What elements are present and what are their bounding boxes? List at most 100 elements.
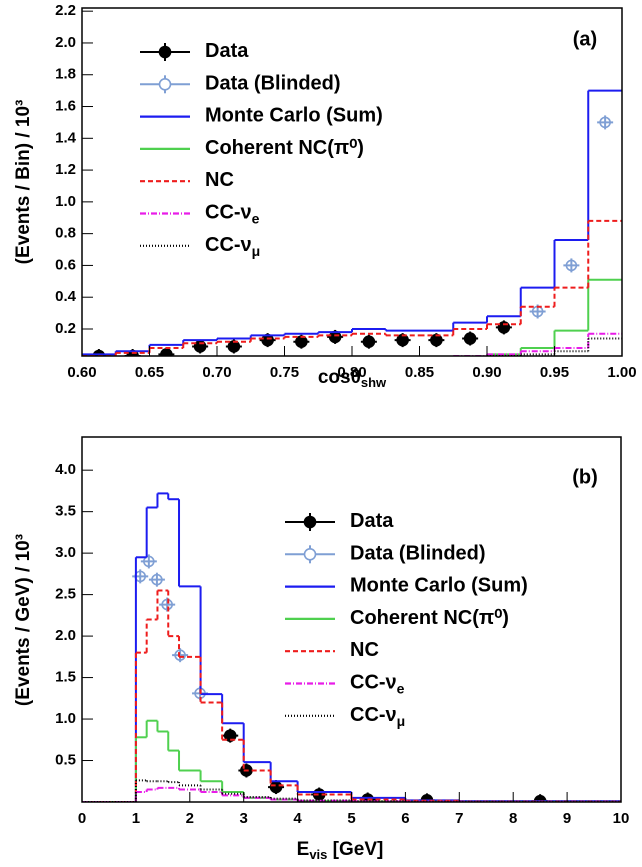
y-tick-label: 0.5 [55, 751, 76, 768]
x-tick-label: 0 [78, 810, 86, 827]
legend-marker [158, 78, 172, 91]
legend-text: NC [205, 169, 234, 191]
plot-frame [81, 436, 622, 803]
x-tick-label: 1 [132, 810, 140, 827]
legend-label: CC-νe [350, 672, 405, 696]
x-tick-label: 10 [613, 810, 630, 827]
x-label-text: E [297, 839, 310, 860]
x-tick-label: 3 [240, 810, 248, 827]
x-tick-label: 0.60 [67, 364, 96, 381]
data-point [599, 116, 611, 129]
legend-text: Data (Blinded) [205, 73, 341, 95]
data-point [463, 332, 477, 345]
y-axis-label: (Events / Bin) / 10³ [13, 100, 34, 265]
y-axis-label: (Events / GeV) / 10³ [13, 534, 34, 706]
legend-text: Data (Blinded) [350, 543, 486, 565]
legend-label: CC-νe [205, 202, 260, 226]
x-tick-label: 0.70 [202, 364, 231, 381]
y-tick-label: 3.0 [55, 544, 76, 561]
legend-text: NC [350, 639, 379, 661]
legend-label: NC [205, 169, 234, 191]
x-label-subscript: vis [309, 847, 327, 862]
data-point [174, 649, 186, 661]
x-label-unit: [GeV] [327, 839, 383, 860]
y-tick-label: 1.0 [55, 193, 76, 210]
legend-text: Coherent NC(π⁰) [350, 607, 509, 629]
y-tick-label: 0.8 [55, 225, 76, 242]
legend-label: CC-νμ [205, 234, 260, 258]
y-tick-label: 2.2 [55, 2, 76, 19]
x-tick-label: 0.85 [405, 364, 434, 381]
x-label-text: cosθ [318, 367, 361, 388]
y-tick-label: 1.0 [55, 710, 76, 727]
legend-label: Monte Carlo (Sum) [205, 105, 383, 127]
x-tick-label: 8 [509, 810, 517, 827]
data-point [565, 259, 578, 272]
y-tick-label: 1.5 [55, 669, 76, 686]
legend-label: CC-νμ [350, 704, 405, 728]
legend-label: Coherent NC(π⁰) [350, 607, 509, 629]
panel-label: (b) [572, 466, 598, 488]
y-tick-label: 1.2 [55, 161, 76, 178]
x-tick-label: 0.75 [270, 364, 299, 381]
y-tick-label: 2.5 [55, 586, 76, 603]
legend-label: Data (Blinded) [205, 73, 341, 95]
y-tick-label: 4.0 [55, 461, 76, 478]
y-tick-label: 1.8 [55, 66, 76, 83]
x-axis-label: cosθshw [318, 367, 387, 390]
plot-frame [81, 7, 623, 357]
legend-subscript: μ [397, 713, 406, 729]
legend-label: NC [350, 639, 379, 661]
x-axis-label: Evis [GeV] [297, 839, 384, 862]
legend-label: Monte Carlo (Sum) [350, 575, 528, 597]
data-point [161, 598, 173, 611]
legend-text: CC-ν [205, 202, 252, 224]
x-tick-label: 0.90 [472, 364, 501, 381]
legend-text: CC-ν [350, 704, 397, 726]
data-point [269, 780, 283, 794]
y-tick-label: 2.0 [55, 627, 76, 644]
data-point [160, 348, 173, 356]
data-point [151, 573, 163, 586]
legend-marker [303, 515, 317, 529]
legend-text: CC-ν [205, 234, 252, 256]
legend-label: Coherent NC(π⁰) [205, 137, 364, 159]
x-tick-label: 2 [186, 810, 194, 827]
legend-subscript: e [252, 210, 260, 226]
legend-text: Data [205, 40, 249, 62]
legend-subscript: e [397, 680, 405, 696]
legend-label: Data (Blinded) [350, 543, 486, 565]
legend-text: Monte Carlo (Sum) [350, 575, 528, 597]
x-tick-label: 0.65 [135, 364, 164, 381]
legend-text: Monte Carlo (Sum) [205, 105, 383, 127]
x-tick-label: 6 [401, 810, 409, 827]
panel-label: (a) [573, 28, 597, 50]
x-tick-label: 9 [563, 810, 571, 827]
x-tick-label: 1.00 [607, 364, 636, 381]
x-tick-label: 4 [293, 810, 302, 827]
y-tick-label: 1.4 [55, 129, 77, 146]
legend-marker [303, 547, 317, 561]
y-tick-label: 1.6 [55, 97, 76, 114]
y-tick-label: 0.6 [55, 256, 76, 273]
legend-subscript: μ [252, 243, 261, 259]
plot-area [82, 89, 622, 356]
legend-text: CC-ν [350, 672, 397, 694]
legend-label: Data [205, 40, 249, 62]
y-tick-label: 3.5 [55, 503, 76, 520]
x-tick-label: 5 [347, 810, 355, 827]
x-label-subscript: shw [361, 375, 387, 390]
data-point [143, 555, 155, 568]
legend-label: Data [350, 510, 394, 532]
data-point [223, 729, 237, 742]
y-tick-label: 2.0 [55, 34, 76, 51]
legend-text: Data [350, 510, 394, 532]
legend-text: Coherent NC(π⁰) [205, 137, 364, 159]
data-point [362, 335, 376, 348]
legend-marker [158, 45, 172, 59]
x-tick-label: 0.95 [540, 364, 569, 381]
y-tick-label: 0.2 [55, 320, 76, 337]
x-tick-label: 0.80 [337, 364, 366, 381]
x-tick-label: 7 [455, 810, 463, 827]
